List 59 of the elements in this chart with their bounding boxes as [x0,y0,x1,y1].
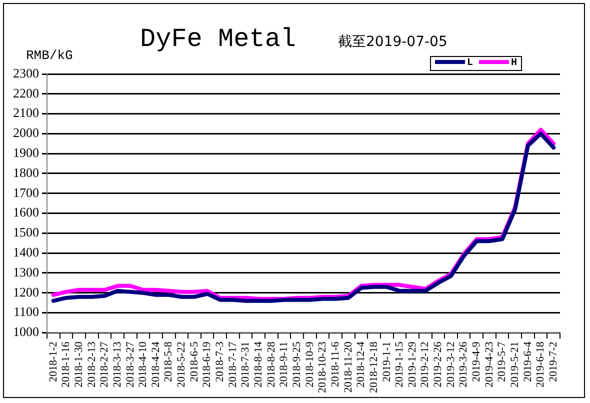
y-tick-label: 2300 [13,65,39,80]
x-tick-label: 2019-6-18 [534,341,547,388]
x-tick-label: 2018-6-19 [201,341,214,388]
y-tick-label: 1800 [13,164,39,180]
x-tick-label: 2018-10-9 [304,341,316,388]
x-tick-label: 2019-3-26 [458,341,470,388]
legend-label: L [466,58,473,69]
y-tick-label: 1600 [13,204,39,220]
chart-subtitle: 截至2019-07-05 [338,33,448,51]
x-tick-label: 2018-11-20 [342,341,354,393]
legend-label: H [510,58,517,69]
x-tick-label: 2018-1-30 [72,341,85,388]
x-tick-label: 2018-9-11 [278,342,290,388]
x-tick-label: 2019-3-12 [444,342,457,388]
y-tick-label: 1900 [13,145,39,160]
x-tick-label: 2018-3-13 [111,341,124,388]
x-tick-label: 2018-3-27 [124,341,136,388]
x-tick-label: 2018-6-5 [188,341,200,382]
x-tick-label: 2018-8-28 [265,341,278,388]
x-tick-label: 2018-4-10 [137,341,150,388]
x-tick-label: 2019-5-21 [509,342,522,388]
y-axis-title: RMB/kG [26,48,73,63]
x-tick-label: 2019-1-15 [394,341,406,388]
x-tick-label: 2018-7-3 [214,341,226,382]
x-tick-label: 2018-11-6 [329,341,342,388]
y-tick-label: 1500 [13,224,39,240]
x-tick-label: 2018-2-13 [86,341,98,388]
chart-title: DyFe Metal [140,24,296,54]
x-tick-label: 2018-2-27 [98,341,111,388]
y-tick-label: 1700 [13,184,39,200]
y-tick-label: 2200 [13,85,39,100]
x-tick-label: 2018-12-18 [368,341,380,393]
x-tick-label: 2019-4-9 [470,341,483,382]
x-tick-label: 2019-1-29 [406,341,418,388]
x-tick-label: 2019-6-4 [522,341,534,382]
y-tick-label: 2000 [13,125,39,140]
x-tick-label: 2019-5-7 [496,341,508,382]
y-tick-label: 1000 [13,324,39,340]
y-tick-label: 1400 [13,244,39,260]
y-tick-label: 1200 [13,284,39,300]
x-tick-label: 2019-2-12 [419,342,432,388]
x-tick-label: 2018-7-31 [240,342,252,388]
x-tick-label: 2018-1-2 [47,342,60,382]
x-tick-label: 2018-5-8 [162,341,175,382]
y-tick-label: 1300 [13,264,39,280]
x-tick-label: 2019-1-1 [380,342,393,382]
x-tick-label: 2019-7-2 [547,342,560,382]
y-tick-label: 1100 [13,304,39,320]
y-tick-label: 2100 [13,105,39,120]
x-tick-label: 2018-4-24 [150,341,162,388]
x-tick-label: 2018-7-17 [226,341,239,388]
x-tick-label: 2018-5-22 [176,342,188,388]
x-tick-label: 2018-8-14 [252,341,265,388]
x-tick-label: 2019-2-26 [432,341,444,388]
x-tick-label: 2018-1-16 [60,341,72,388]
x-tick-label: 2018-12-4 [355,341,368,388]
x-tick-label: 2018-9-25 [290,341,303,388]
x-tick-label: 2018-10-23 [316,341,329,393]
x-tick-label: 2019-4-23 [483,341,496,388]
